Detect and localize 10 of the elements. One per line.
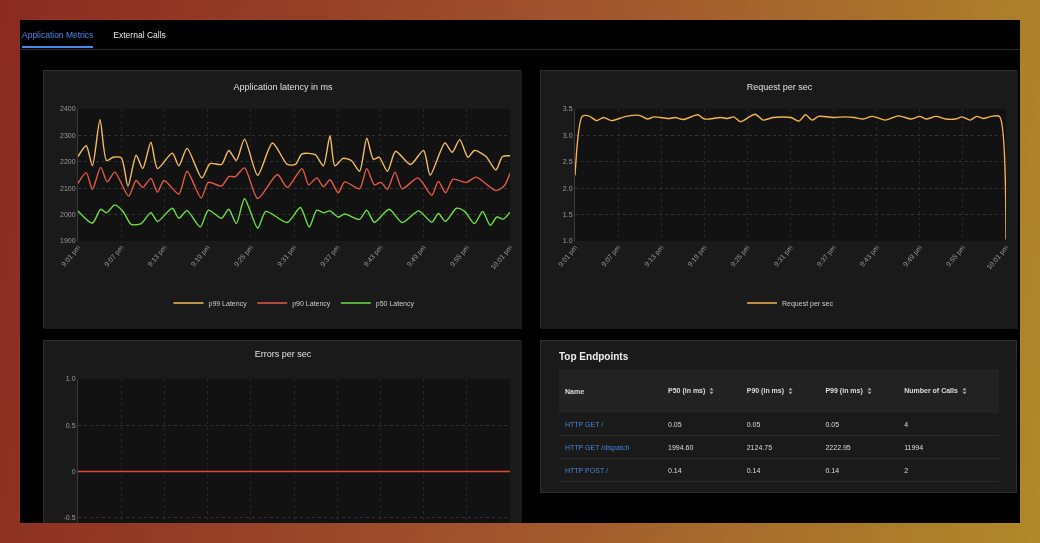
chart-title: Application latency in ms <box>233 82 334 93</box>
line-series <box>78 198 510 229</box>
line-series <box>78 119 510 187</box>
line-series <box>78 166 510 200</box>
text: Application Metrics <box>22 30 94 48</box>
chart-title: Request per sec <box>746 82 813 93</box>
text: External Calls <box>113 30 166 42</box>
chart-title: Errors per sec <box>254 349 312 360</box>
line-series <box>575 113 1006 241</box>
text: Top Endpoints <box>559 351 629 362</box>
